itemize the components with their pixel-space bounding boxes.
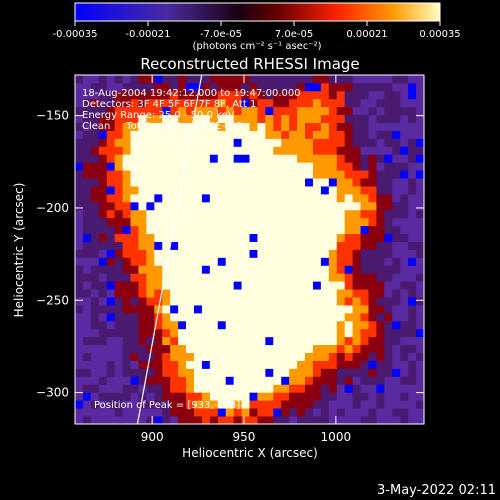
x-axis-label: Heliocentric X (arcsec) bbox=[182, 446, 318, 460]
footer-date: 3-May-2022 02:11 bbox=[377, 483, 496, 498]
y-tick-label: −300 bbox=[36, 386, 69, 400]
x-tick-label: 900 bbox=[141, 430, 164, 444]
colorbar-tick-label: -0.00035 bbox=[53, 29, 98, 40]
colorbar-tick-label: 7.0e-05 bbox=[275, 29, 313, 40]
y-axis-ticks: −300 −250 −200 −150 bbox=[36, 109, 424, 400]
colorbar-tick-label: -0.00021 bbox=[126, 29, 171, 40]
annotation-detectors: Detectors: 3F 4F 5F 6F 7F 8F, Att 1 bbox=[82, 99, 256, 110]
chart-title: Reconstructed RHESSI Image bbox=[140, 55, 359, 73]
plot-frame bbox=[74, 74, 425, 425]
y-tick-label: −200 bbox=[36, 201, 69, 215]
colorbar-tick-label: -7.0e-05 bbox=[200, 29, 242, 40]
heatmap-image bbox=[75, 75, 424, 424]
limb-line bbox=[136, 75, 203, 424]
colorbar-ticks: -0.00035 -0.00021 -7.0e-05 7.0e-05 0.00021 0.… bbox=[53, 21, 461, 40]
x-axis-ticks: 900 950 1000 bbox=[141, 75, 351, 444]
colorbar bbox=[74, 2, 441, 22]
annotation-time: 18-Aug-2004 19:42:12.000 to 19:47:00.000 bbox=[82, 88, 301, 99]
y-tick-label: −250 bbox=[36, 293, 69, 307]
colorbar-tick-label: 0.00035 bbox=[419, 29, 460, 40]
annotation-energy: Energy Range: 25.0 - 50.0 keV bbox=[82, 110, 235, 121]
peak-label: Position of Peak = [933,-168] bbox=[94, 400, 240, 411]
annotation-counts: Clean Total counts: 4.86E+03 bbox=[82, 121, 242, 132]
x-tick-label: 1000 bbox=[321, 430, 352, 444]
colorbar-unit-label: (photons cm⁻² s⁻¹ asec⁻²) bbox=[192, 41, 321, 52]
annotations: 18-Aug-2004 19:42:12.000 to 19:47:00.000… bbox=[82, 88, 301, 132]
y-axis-label: Heliocentric Y (arcsec) bbox=[12, 183, 26, 318]
x-tick-label: 950 bbox=[233, 430, 256, 444]
y-tick-label: −150 bbox=[36, 109, 69, 123]
colorbar-tick-label: 0.00021 bbox=[346, 29, 387, 40]
